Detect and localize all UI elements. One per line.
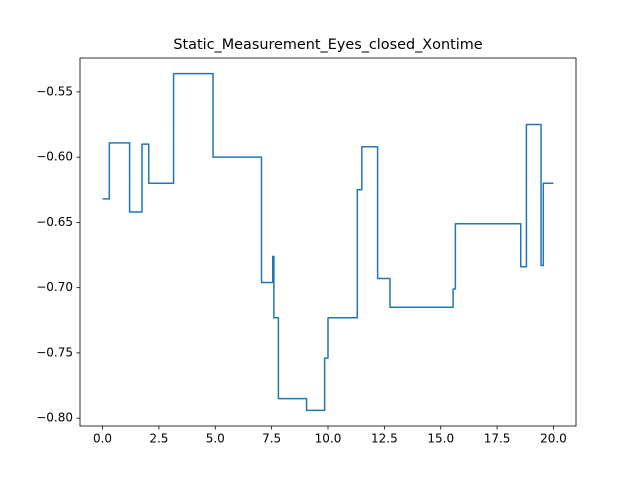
x-tick-label: 17.5 [484, 432, 511, 446]
line [102, 72, 554, 412]
x-tick-label: 15.0 [427, 432, 454, 446]
axes-frame [79, 57, 577, 427]
chart-title: Static_Measurement_Eyes_closed_Xontime [173, 37, 482, 53]
x-tick-label: 12.5 [371, 432, 398, 446]
x-tick-label: 0.0 [93, 432, 112, 446]
y-tick-label: −0.55 [36, 84, 73, 98]
x-tick-label: 10.0 [315, 432, 342, 446]
y-tick-label: −0.70 [36, 280, 73, 294]
x-tick-label: 2.5 [149, 432, 168, 446]
x-tick-label: 7.5 [262, 432, 281, 446]
y-tick-label: −0.75 [36, 345, 73, 359]
y-tick-label: −0.65 [36, 215, 73, 229]
x-tick-label: 5.0 [206, 432, 225, 446]
x-tick-label: 20.0 [540, 432, 567, 446]
y-tick-label: −0.80 [36, 411, 73, 425]
y-tick-label: −0.60 [36, 150, 73, 164]
